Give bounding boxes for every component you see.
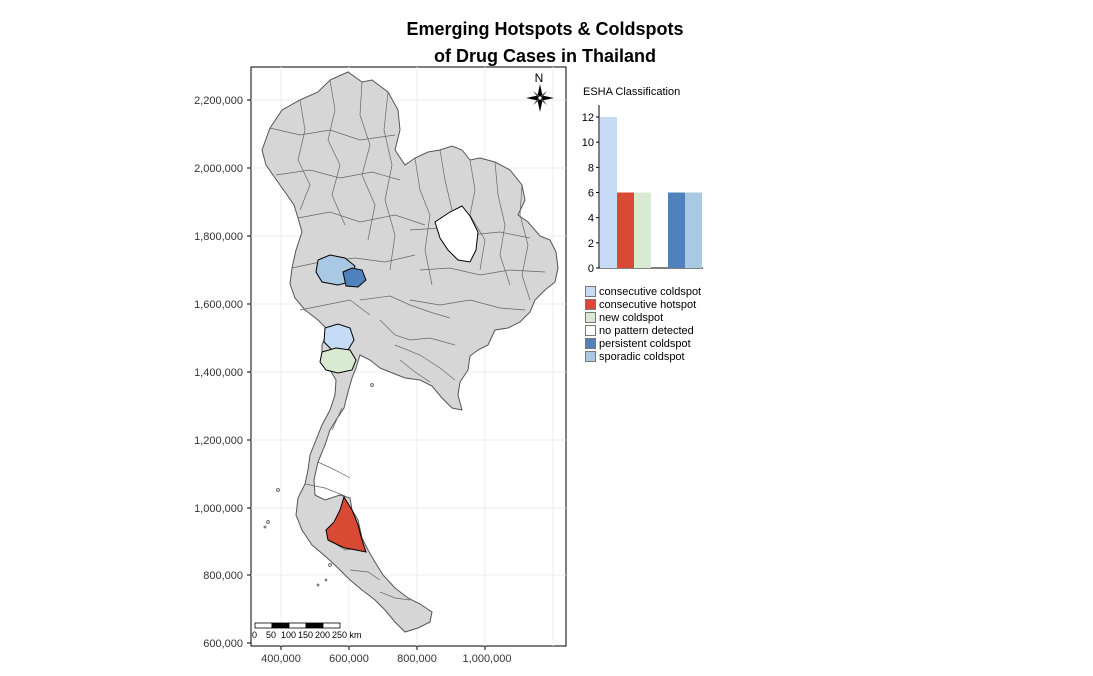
region-persistent-coldspot [342,267,367,288]
chart-y-tick-label: 2 [588,238,594,250]
scale-label-150: 150 [298,630,313,640]
legend-item: no pattern detected [585,324,701,337]
islands [263,383,374,587]
chart-y-tick-label: 10 [582,137,594,149]
chart-y-tick-label: 12 [582,112,594,124]
legend-item: new coldspot [585,311,701,324]
bar-consecutive-coldspot [600,117,617,268]
x-tick-label: 600,000 [329,653,369,665]
y-tick-label: 1,000,000 [194,503,243,515]
map-title-line1: Emerging Hotspots & Coldspots [406,19,684,39]
legend-item: persistent coldspot [585,337,701,350]
bar-new-coldspot [634,192,651,268]
legend: consecutive coldspot consecutive hotspot… [585,285,701,363]
north-arrow-icon [526,84,554,112]
scale-bar-labels: 0 50 100 150 200 250 km [252,630,362,640]
region-new-coldspot [319,347,357,374]
y-tick-label: 1,600,000 [194,299,243,311]
map-x-axis-labels: 400,000 600,000 800,000 1,000,000 [261,653,511,665]
region-no-pattern [434,205,479,263]
province-boundaries [269,79,546,601]
legend-swatch [585,312,596,323]
region-consecutive-coldspot [323,323,355,351]
legend-swatch [585,351,596,362]
x-tick-label: 1,000,000 [463,653,512,665]
scale-label-0: 0 [252,630,257,640]
y-tick-label: 800,000 [203,570,243,582]
map-title-line2: of Drug Cases in Thailand [433,46,657,66]
bar-persistent-coldspot [668,192,685,268]
north-label: N [535,71,544,85]
scale-label-100: 100 [281,630,296,640]
legend-item: sporadic coldspot [585,350,701,363]
y-tick-label: 2,000,000 [194,163,243,175]
y-tick-label: 1,800,000 [194,231,243,243]
legend-swatch [585,325,596,336]
legend-item: consecutive hotspot [585,298,701,311]
chart-y-tick-label: 8 [588,162,594,174]
region-consecutive-hotspot [325,495,367,553]
x-tick-label: 800,000 [397,653,437,665]
scale-label-200: 200 [315,630,330,640]
legend-swatch [585,286,596,297]
map-y-axis-labels: 2,200,000 2,000,000 1,800,000 1,600,000 … [194,95,243,650]
legend-label: no pattern detected [599,324,694,337]
map-axis-ticks [247,99,486,650]
legend-label: new coldspot [599,311,664,324]
y-tick-label: 2,200,000 [194,95,243,107]
legend-label: consecutive hotspot [599,298,697,311]
chart-y-tick-label: 0 [588,263,594,275]
x-tick-label: 400,000 [261,653,301,665]
chart-y-tick-label: 6 [588,188,594,200]
y-tick-label: 1,200,000 [194,435,243,447]
scale-bar [254,622,341,629]
esha-bar-chart: 0 2 4 6 8 10 12 [582,105,703,275]
bar-sporadic-coldspot [685,192,702,268]
thailand-provinces [261,71,559,633]
legend-swatch [585,338,596,349]
scale-label-250km: 250 km [332,630,362,640]
legend-swatch [585,299,596,310]
legend-item: consecutive coldspot [585,285,701,298]
legend-label: sporadic coldspot [599,350,685,363]
scale-label-50: 50 [266,630,276,640]
legend-label: consecutive coldspot [599,285,702,298]
y-tick-label: 600,000 [203,638,243,650]
chart-title: ESHA Classification [583,86,681,98]
chart-y-tick-label: 4 [588,213,594,225]
bar-consecutive-hotspot [617,192,634,268]
map-title: Emerging Hotspots & Coldspots of Drug Ca… [400,16,690,70]
legend-label: persistent coldspot [599,337,691,350]
y-tick-label: 1,400,000 [194,367,243,379]
